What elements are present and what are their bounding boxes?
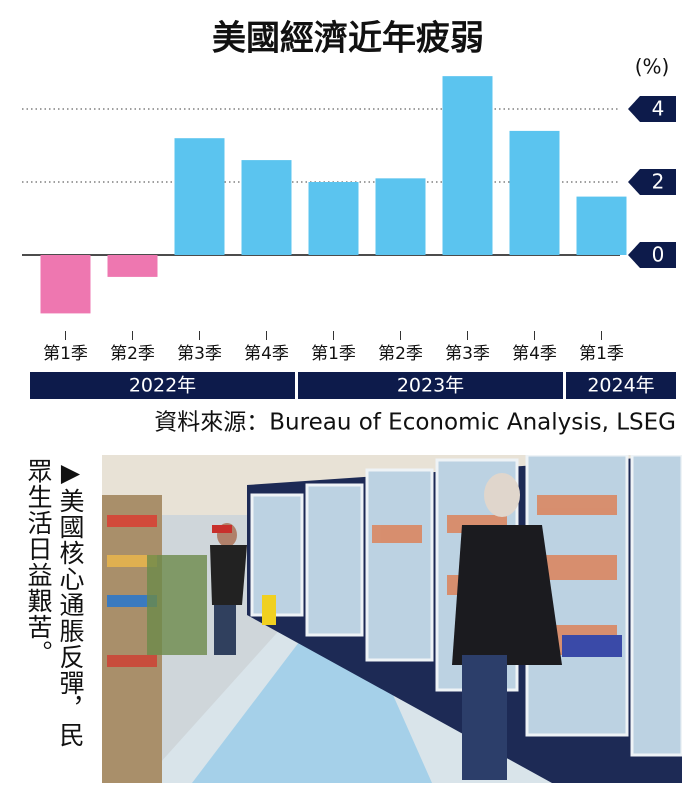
chart-title: 美國經濟近年疲弱 xyxy=(212,19,484,59)
y-tick-badge xyxy=(628,242,676,268)
bar xyxy=(40,255,91,314)
year-label: 2022年 xyxy=(129,375,196,397)
x-tick-label: 第2季 xyxy=(378,344,423,364)
bar xyxy=(442,76,493,256)
y-tick-label: 4 xyxy=(652,97,665,121)
year-band xyxy=(298,372,563,399)
year-label: 2023年 xyxy=(397,375,464,397)
x-tick-label: 第2季 xyxy=(110,344,155,364)
chart: 美國經濟近年疲弱 (%) 資料來源：Bureau of Economic Ana… xyxy=(22,19,676,436)
bar xyxy=(509,130,560,255)
y-tick-badge xyxy=(628,96,676,122)
bar xyxy=(241,160,292,255)
unit-label: (%) xyxy=(635,55,670,79)
y-tick-label: 2 xyxy=(652,170,665,194)
x-tick-label: 第1季 xyxy=(579,344,624,364)
source: 資料來源：Bureau of Economic Analysis, LSEG xyxy=(154,410,676,436)
x-tick-label: 第4季 xyxy=(244,344,289,364)
bar xyxy=(107,255,158,277)
bar xyxy=(375,178,426,255)
caption-line: ▶美國核心通脹反彈，民 xyxy=(56,458,85,748)
caption: ▶美國核心通脹反彈，民 眾生活日益艱苦。 xyxy=(22,458,86,788)
year-band xyxy=(30,372,295,399)
bar xyxy=(576,196,627,255)
year-band xyxy=(566,372,676,399)
x-tick-label: 第1季 xyxy=(311,344,356,364)
x-tick-label: 第3季 xyxy=(445,344,490,364)
x-tick-label: 第3季 xyxy=(177,344,222,364)
bar xyxy=(308,182,359,255)
x-tick-label: 第4季 xyxy=(512,344,557,364)
x-tick-label: 第1季 xyxy=(43,344,88,364)
y-tick-label: 0 xyxy=(652,243,665,267)
bar xyxy=(174,138,225,255)
y-tick-badge xyxy=(628,169,676,195)
photo xyxy=(102,455,682,783)
caption-line: 眾生活日益艱苦。 xyxy=(24,458,53,666)
year-label: 2024年 xyxy=(587,375,654,397)
